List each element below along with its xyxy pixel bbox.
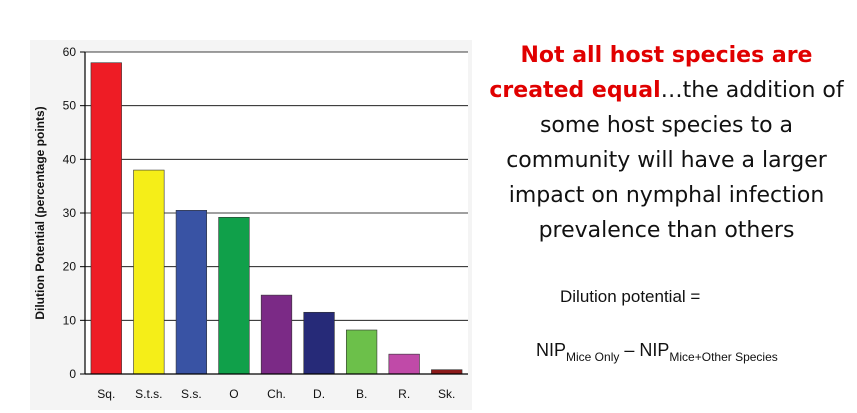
bar-ss [175,210,208,375]
bar-sk [431,369,463,375]
y-tick-label: 10 [63,313,77,327]
y-tick-label: 20 [63,260,77,274]
bar-o [218,216,250,375]
headline-emphasis: Not all host species are created equal [489,43,813,103]
formula: NIPMice Only – NIPMice+Other Species [536,340,857,364]
x-tick-label: S.t.s. [135,387,162,401]
formula-term2: NIP [639,340,670,360]
x-tick-label: Sk. [438,387,455,401]
chart-svg: 0 10 20 30 40 50 60 Sq. S.t.s. S.s. O Ch. D. B. R. Sk. D… [33,45,468,401]
bar-d [303,311,335,375]
y-tick-label: 60 [63,45,77,59]
x-tick-label: R. [398,387,410,401]
headline-rest: …the addition of some host species to a … [506,78,844,243]
x-tick-label: Sq. [97,387,115,401]
bar-b [345,329,378,375]
formula-term2-sub: Mice+Other Species [669,350,778,364]
bar-r [388,353,420,375]
bar-sq [90,62,122,375]
bar-chart: 0 10 20 30 40 50 60 Sq. S.t.s. S.s. O Ch. D. B. R. Sk. D… [30,40,472,410]
formula-operator: – [619,340,640,360]
y-tick-label: 50 [63,99,77,113]
x-tick-label: S.s. [181,387,202,401]
y-tick-label: 0 [69,367,76,381]
x-tick-label: B. [356,387,367,401]
x-tick-label: O [229,387,238,401]
formula-term1-sub: Mice Only [566,350,620,364]
y-tick-label: 40 [63,152,77,166]
x-tick-label: D. [313,387,325,401]
bar-ch [260,294,293,375]
formula-label: Dilution potential = [560,287,701,306]
x-tick-label: Ch. [267,387,286,401]
y-axis-label: Dilution Potential (percentage points) [33,106,47,319]
formula-term1: NIP [536,340,567,360]
y-tick-label: 30 [63,206,77,220]
headline: Not all host species are created equal…t… [476,38,857,248]
bar-sts [133,169,165,375]
